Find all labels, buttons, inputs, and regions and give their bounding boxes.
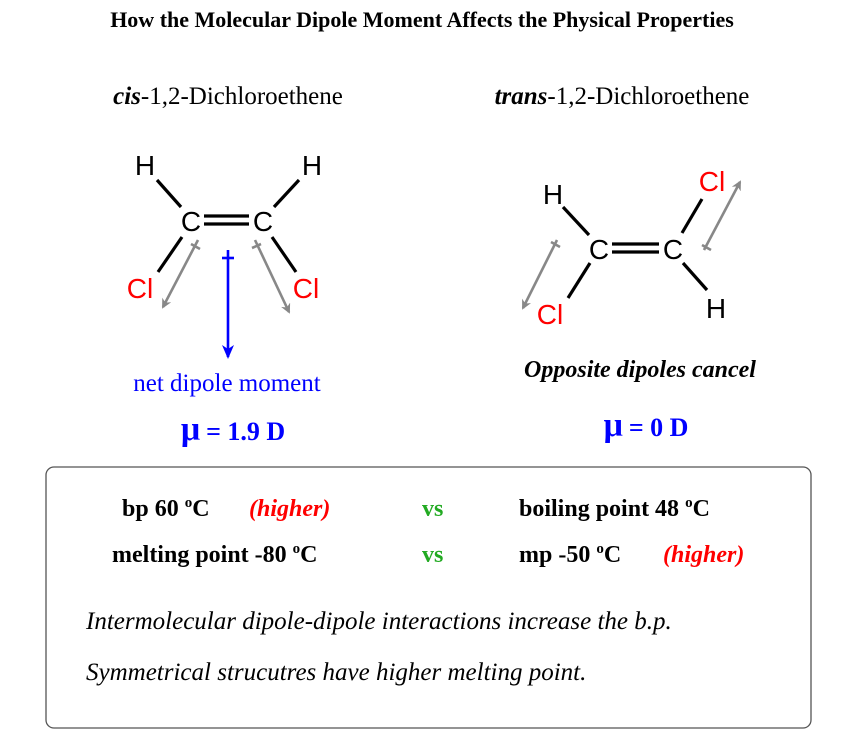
atom-h: H — [302, 150, 322, 181]
atom-cl: Cl — [537, 299, 563, 330]
bond-c-h — [681, 261, 709, 292]
trans-molecule: trans-1,2-Dichloroethene H C C Cl Cl H O… — [495, 83, 757, 444]
trans-name: trans-1,2-Dichloroethene — [495, 83, 750, 110]
note-dipole-interactions: Intermolecular dipole-dipole interaction… — [85, 608, 672, 635]
cancel-note: Opposite dipoles cancel — [524, 357, 756, 383]
cis-molecule: cis-1,2-Dichloroethene H H C C Cl Cl net… — [113, 83, 343, 448]
dipole-cross — [251, 242, 262, 250]
dipole-cross — [701, 243, 712, 252]
diagram-title: How the Molecular Dipole Moment Affects … — [110, 7, 734, 32]
atom-h: H — [543, 179, 563, 210]
higher-tag: (higher) — [663, 542, 744, 568]
bond-c-cl — [270, 236, 298, 273]
atom-c: C — [253, 206, 273, 237]
net-dipole-label: net dipole moment — [133, 370, 321, 397]
note-symmetry: Symmetrical strucutres have higher melti… — [86, 659, 586, 686]
atom-h: H — [135, 150, 155, 181]
atom-cl: Cl — [699, 166, 725, 197]
vs-label: vs — [422, 542, 443, 568]
bond-c-cl — [566, 262, 592, 299]
bond-dipole-arrow — [161, 239, 200, 309]
bond-c-cl — [680, 198, 704, 234]
trans-mp: mp -50 oC — [519, 541, 621, 568]
cis-mu-value: μ = 1.9 D — [181, 411, 285, 448]
comparison-frame — [45, 466, 812, 729]
bond-c-cl — [156, 236, 184, 273]
atom-h: H — [706, 293, 726, 324]
atom-cl: Cl — [127, 273, 153, 304]
cis-name: cis-1,2-Dichloroethene — [113, 83, 343, 110]
dipole-cross — [190, 242, 201, 251]
bond-h-c — [155, 178, 183, 209]
atom-cl: Cl — [293, 273, 319, 304]
higher-tag: (higher) — [249, 496, 330, 522]
bond-h-c — [272, 178, 301, 209]
trans-bp: boiling point 48 oC — [519, 495, 710, 522]
bond-dipole-arrow — [521, 239, 559, 310]
bond-h-c — [561, 205, 591, 237]
cis-bp: bp 60 oC — [122, 495, 210, 522]
bond-dipole-arrow — [253, 239, 291, 314]
bond-dipole-arrow — [702, 180, 742, 251]
trans-mu-value: μ = 0 D — [604, 407, 689, 444]
vs-label: vs — [422, 496, 443, 522]
atom-c: C — [589, 234, 609, 265]
cis-mp: melting point -80 oC — [112, 541, 318, 568]
dipole-cross — [550, 240, 561, 249]
atom-c: C — [181, 206, 201, 237]
atom-c: C — [663, 234, 683, 265]
comparison-box: bp 60 oC (higher) vs boiling point 48 oC… — [45, 466, 812, 729]
